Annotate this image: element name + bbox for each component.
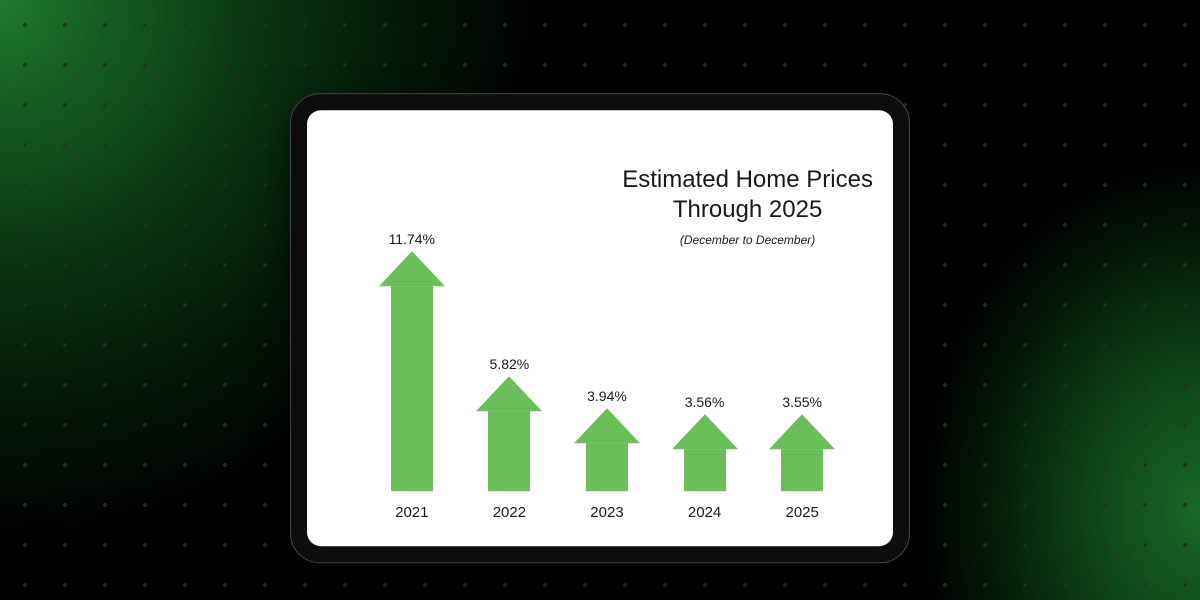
bar-value-label: 3.94% (587, 388, 627, 404)
x-axis-label: 2024 (670, 504, 740, 521)
arrow-stem (684, 449, 726, 491)
x-axis-label: 2025 (767, 504, 837, 521)
chart-x-labels: 2021 2022 2023 2024 2025 (377, 504, 837, 521)
chart-column: 5.82% (475, 356, 545, 491)
arrow-head (574, 408, 640, 443)
x-axis-label: 2023 (572, 504, 642, 521)
arrow-head (476, 376, 542, 411)
arrow-head (769, 414, 835, 449)
up-arrow-icon (670, 414, 740, 491)
chart-column: 3.55% (767, 394, 837, 491)
chart-column: 3.56% (670, 394, 740, 491)
arrow-stem (781, 449, 823, 491)
chart-area: 11.74% 5.82% 3.94% 3.56% 3.55% (377, 191, 837, 491)
up-arrow-icon (475, 376, 545, 491)
arrow-head (672, 414, 738, 449)
chart-column: 3.94% (572, 388, 642, 491)
up-arrow-icon (767, 414, 837, 491)
tablet-frame: Estimated Home Prices Through 2025 (Dece… (290, 93, 910, 563)
arrow-head (379, 251, 445, 286)
x-axis-label: 2021 (377, 504, 447, 521)
up-arrow-icon (572, 408, 642, 491)
up-arrow-icon (377, 251, 447, 491)
arrow-stem (586, 443, 628, 491)
chart-column: 11.74% (377, 231, 447, 491)
bar-value-label: 3.56% (685, 394, 725, 410)
tablet-screen: Estimated Home Prices Through 2025 (Dece… (307, 110, 893, 546)
bar-value-label: 5.82% (490, 356, 530, 372)
arrow-stem (488, 411, 530, 491)
arrow-stem (391, 286, 433, 491)
bar-value-label: 11.74% (389, 231, 435, 247)
x-axis-label: 2022 (475, 504, 545, 521)
bar-value-label: 3.55% (782, 394, 822, 410)
